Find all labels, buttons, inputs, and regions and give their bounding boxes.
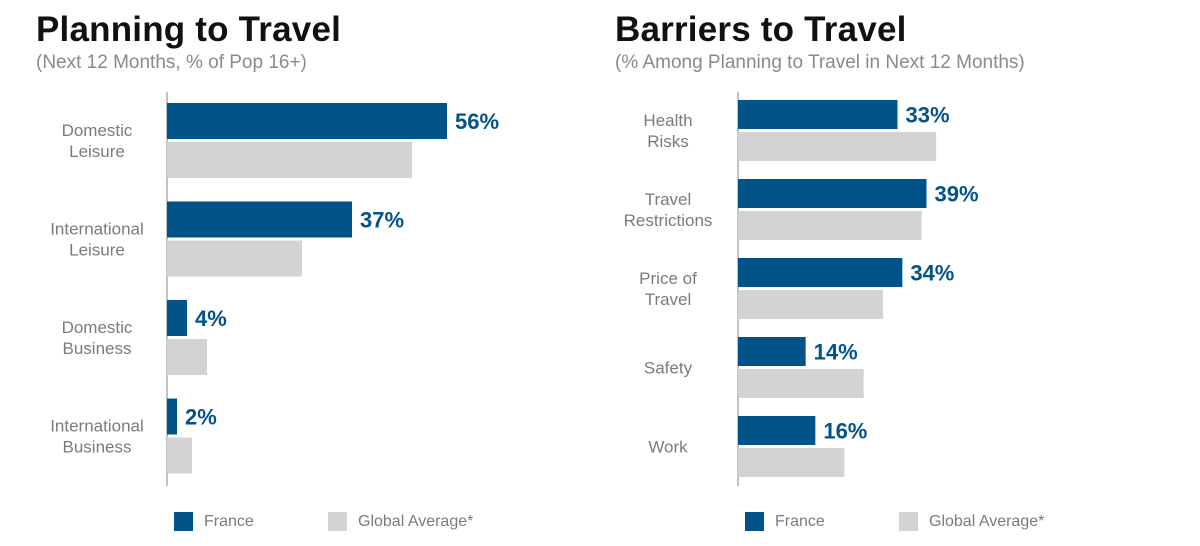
legend-swatch-france [174, 512, 193, 531]
category-label-line: Business [63, 339, 132, 358]
chart-subtitle: (% Among Planning to Travel in Next 12 M… [615, 52, 1025, 73]
legend-label-france: France [204, 512, 254, 530]
data-label-france: 4% [195, 306, 227, 331]
chart-title: Barriers to Travel [615, 10, 907, 49]
category-label: Safety [644, 359, 693, 378]
bar-global-average [167, 339, 207, 375]
legend: France Global Average* [745, 512, 1044, 531]
planning-chart: 56% Domestic Leisure 37% International Leisur… [50, 92, 499, 486]
bar-global-average [738, 290, 883, 319]
bar-global-average [167, 142, 412, 178]
category-label-line: Risks [647, 132, 689, 151]
bar-global-average [738, 211, 922, 240]
category-label-line: International [50, 220, 144, 239]
category-label-line: Travel [645, 290, 692, 309]
category-label-line: Work [648, 438, 688, 457]
legend-swatch-global [899, 512, 918, 531]
legend: France Global Average* [174, 512, 473, 531]
category-label: Domestic Business [62, 318, 133, 358]
category-label-line: Price of [639, 269, 697, 288]
legend-swatch-global [328, 512, 347, 531]
bar-france [167, 398, 177, 435]
bar-global-average [738, 369, 864, 398]
category-label-line: Business [63, 438, 132, 457]
bar-france [167, 103, 447, 139]
legend-item-global: Global Average* [899, 512, 1044, 531]
category-label: International Business [50, 417, 144, 457]
category-label: Health Risks [643, 111, 692, 151]
planning-panel: Planning to Travel (Next 12 Months, % of… [36, 10, 499, 531]
legend-label-global: Global Average* [929, 512, 1045, 530]
category-label-line: Leisure [69, 241, 125, 260]
data-label-france: 16% [823, 419, 867, 444]
bar-global-average [167, 240, 302, 277]
category-label-line: Safety [644, 359, 693, 378]
data-label-france: 33% [906, 103, 950, 128]
legend-item-france: France [174, 512, 328, 531]
category-label-line: Domestic [62, 318, 133, 337]
bar-global-average [738, 448, 845, 477]
category-label: International Leisure [50, 220, 144, 260]
data-label-france: 37% [360, 208, 404, 233]
bar-france [738, 100, 898, 129]
bar-france [738, 258, 903, 287]
chart-title: Planning to Travel [36, 10, 342, 49]
data-label-france: 2% [185, 405, 217, 430]
category-label-line: Health [643, 111, 692, 130]
legend-label-france: France [775, 512, 825, 530]
legend-label-global: Global Average* [358, 512, 474, 530]
legend-swatch-france [745, 512, 764, 531]
barriers-panel: Barriers to Travel (% Among Planning to … [600, 0, 1200, 546]
bar-france [738, 179, 927, 208]
category-label-line: Travel [645, 190, 692, 209]
bar-france [738, 337, 806, 366]
data-label-france: 14% [814, 340, 858, 365]
data-label-france: 39% [935, 182, 979, 207]
category-label-line: Domestic [62, 121, 133, 140]
bar-france [167, 300, 187, 336]
legend-item-global: Global Average* [328, 512, 473, 531]
legend-item-france: France [745, 512, 899, 531]
category-label: Travel Restrictions [624, 190, 713, 230]
barriers-chart: 33% Health Risks 39% Travel Restrictions 34% Pr… [624, 92, 979, 486]
chart-subtitle: (Next 12 Months, % of Pop 16+) [36, 52, 307, 73]
category-label: Price of Travel [639, 269, 697, 309]
category-label-line: International [50, 417, 144, 436]
bar-france [738, 416, 816, 445]
bar-global-average [167, 437, 192, 474]
data-label-france: 56% [455, 109, 499, 134]
data-label-france: 34% [910, 261, 954, 286]
category-label-line: Restrictions [624, 211, 713, 230]
bar-global-average [738, 132, 937, 161]
category-label: Domestic Leisure [62, 121, 133, 161]
category-label: Work [648, 438, 688, 457]
bar-france [167, 201, 352, 238]
category-label-line: Leisure [69, 142, 125, 161]
